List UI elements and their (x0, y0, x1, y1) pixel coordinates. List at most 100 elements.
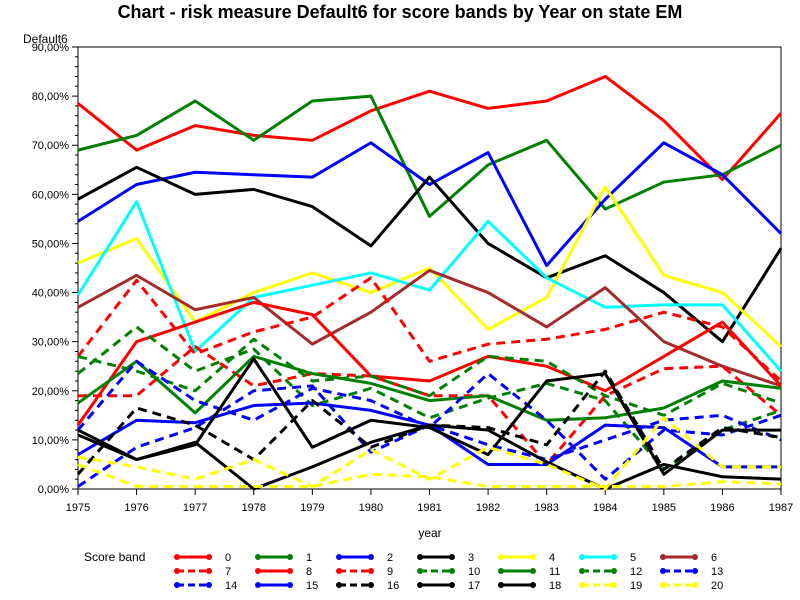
legend-item-2: 2 (336, 552, 393, 564)
y-tick-label: 60,00% (32, 189, 70, 201)
legend-marker (579, 554, 585, 560)
y-tick-label: 40,00% (32, 288, 70, 300)
y-tick-label: 10,00% (32, 435, 70, 447)
legend-label-2: 2 (387, 552, 393, 564)
x-tick-label: 1977 (183, 502, 207, 514)
legend-label-8: 8 (306, 566, 312, 578)
series-line-15 (77, 401, 781, 469)
series-line-18 (77, 423, 782, 491)
legend-item-13: 13 (660, 566, 723, 578)
legend-marker (611, 568, 617, 574)
legend-marker (498, 554, 504, 560)
legend-marker (692, 582, 698, 588)
x-axis-label: year (418, 526, 442, 540)
legend-marker (692, 568, 698, 574)
legend-marker (530, 582, 536, 588)
legend-label-17: 17 (468, 580, 480, 592)
legend-marker (287, 554, 293, 560)
legend-marker (336, 582, 342, 588)
legend-marker (611, 582, 617, 588)
legend-label-20: 20 (711, 580, 723, 592)
legend-item-18: 18 (498, 580, 561, 592)
legend-label-12: 12 (630, 566, 642, 578)
legend-marker (579, 582, 585, 588)
legend-item-5: 5 (579, 552, 636, 564)
legend-marker (449, 554, 455, 560)
legend-marker (498, 582, 504, 588)
x-tick-label: 1982 (476, 502, 500, 514)
y-axis: 0,00% 10,00% 20,00% 30,00% 40,00% 50,00% 60,00… (32, 42, 78, 496)
legend-marker (255, 582, 261, 588)
legend-marker (206, 554, 212, 560)
legend-marker (368, 554, 374, 560)
legend-item-12: 12 (579, 566, 642, 578)
series-line-20 (77, 463, 782, 489)
legend-marker (449, 568, 455, 574)
x-tick-label: 1978 (242, 502, 266, 514)
x-tick-label: 1976 (124, 502, 148, 514)
legend-item-4: 4 (498, 552, 555, 564)
x-tick-label: 1980 (359, 502, 383, 514)
legend-label-15: 15 (306, 580, 318, 592)
y-tick-label: 70,00% (32, 140, 70, 152)
series-line-1 (77, 94, 782, 218)
legend-item-0: 0 (174, 552, 231, 564)
legend-marker (579, 568, 585, 574)
legend-label-7: 7 (225, 566, 231, 578)
series-line-5 (76, 200, 783, 373)
legend-marker (174, 568, 180, 574)
legend-marker (692, 554, 698, 560)
series-line-6 (77, 268, 782, 388)
legend-marker (449, 582, 455, 588)
legend-label-11: 11 (549, 566, 560, 578)
legend-label-3: 3 (468, 552, 474, 564)
legend-item-19: 19 (579, 580, 642, 592)
legend-item-16: 16 (336, 580, 399, 592)
legend-marker (530, 568, 536, 574)
legend-marker (368, 582, 374, 588)
legend-marker (174, 554, 180, 560)
legend-marker (174, 582, 180, 588)
y-tick-label: 0,00% (38, 484, 69, 496)
legend-label-5: 5 (630, 552, 636, 564)
y-tick-label: 30,00% (32, 337, 70, 349)
legend-label-4: 4 (549, 552, 555, 564)
legend-label-13: 13 (711, 566, 723, 578)
legend-marker (336, 554, 342, 560)
legend-label-6: 6 (711, 552, 717, 564)
legend-label-14: 14 (225, 580, 237, 592)
legend-item-11: 11 (498, 566, 560, 578)
y-axis-label: Default6 (23, 32, 68, 46)
legend-marker (417, 568, 423, 574)
x-tick-label: 1986 (710, 502, 734, 514)
y-tick-label: 90,00% (32, 42, 70, 54)
y-tick-label: 50,00% (32, 238, 70, 250)
series-line-11 (77, 354, 782, 422)
legend-marker (287, 582, 293, 588)
series-line-9 (78, 345, 782, 466)
chart-title: Chart - risk measure Default6 for score … (117, 2, 683, 22)
legend-label-18: 18 (549, 580, 561, 592)
x-tick-label: 1987 (769, 502, 793, 514)
legend-marker (611, 554, 617, 560)
series-lines (76, 74, 783, 491)
x-tick-label: 1979 (300, 502, 324, 514)
legend-marker (206, 568, 212, 574)
legend-item-17: 17 (417, 580, 480, 592)
legend-item-8: 8 (255, 566, 312, 578)
legend-item-14: 14 (174, 580, 237, 592)
legend-marker (660, 568, 666, 574)
legend-marker (417, 582, 423, 588)
legend-item-1: 1 (255, 552, 312, 564)
series-line-8 (76, 300, 783, 427)
series-line-2 (77, 141, 783, 268)
legend-label-16: 16 (387, 580, 399, 592)
legend-item-6: 6 (660, 552, 717, 564)
legend-item-7: 7 (174, 566, 231, 578)
x-tick-label: 1985 (652, 502, 676, 514)
x-tick-label: 1983 (534, 502, 558, 514)
legend-marker (368, 568, 374, 574)
legend-item-9: 9 (336, 566, 393, 578)
